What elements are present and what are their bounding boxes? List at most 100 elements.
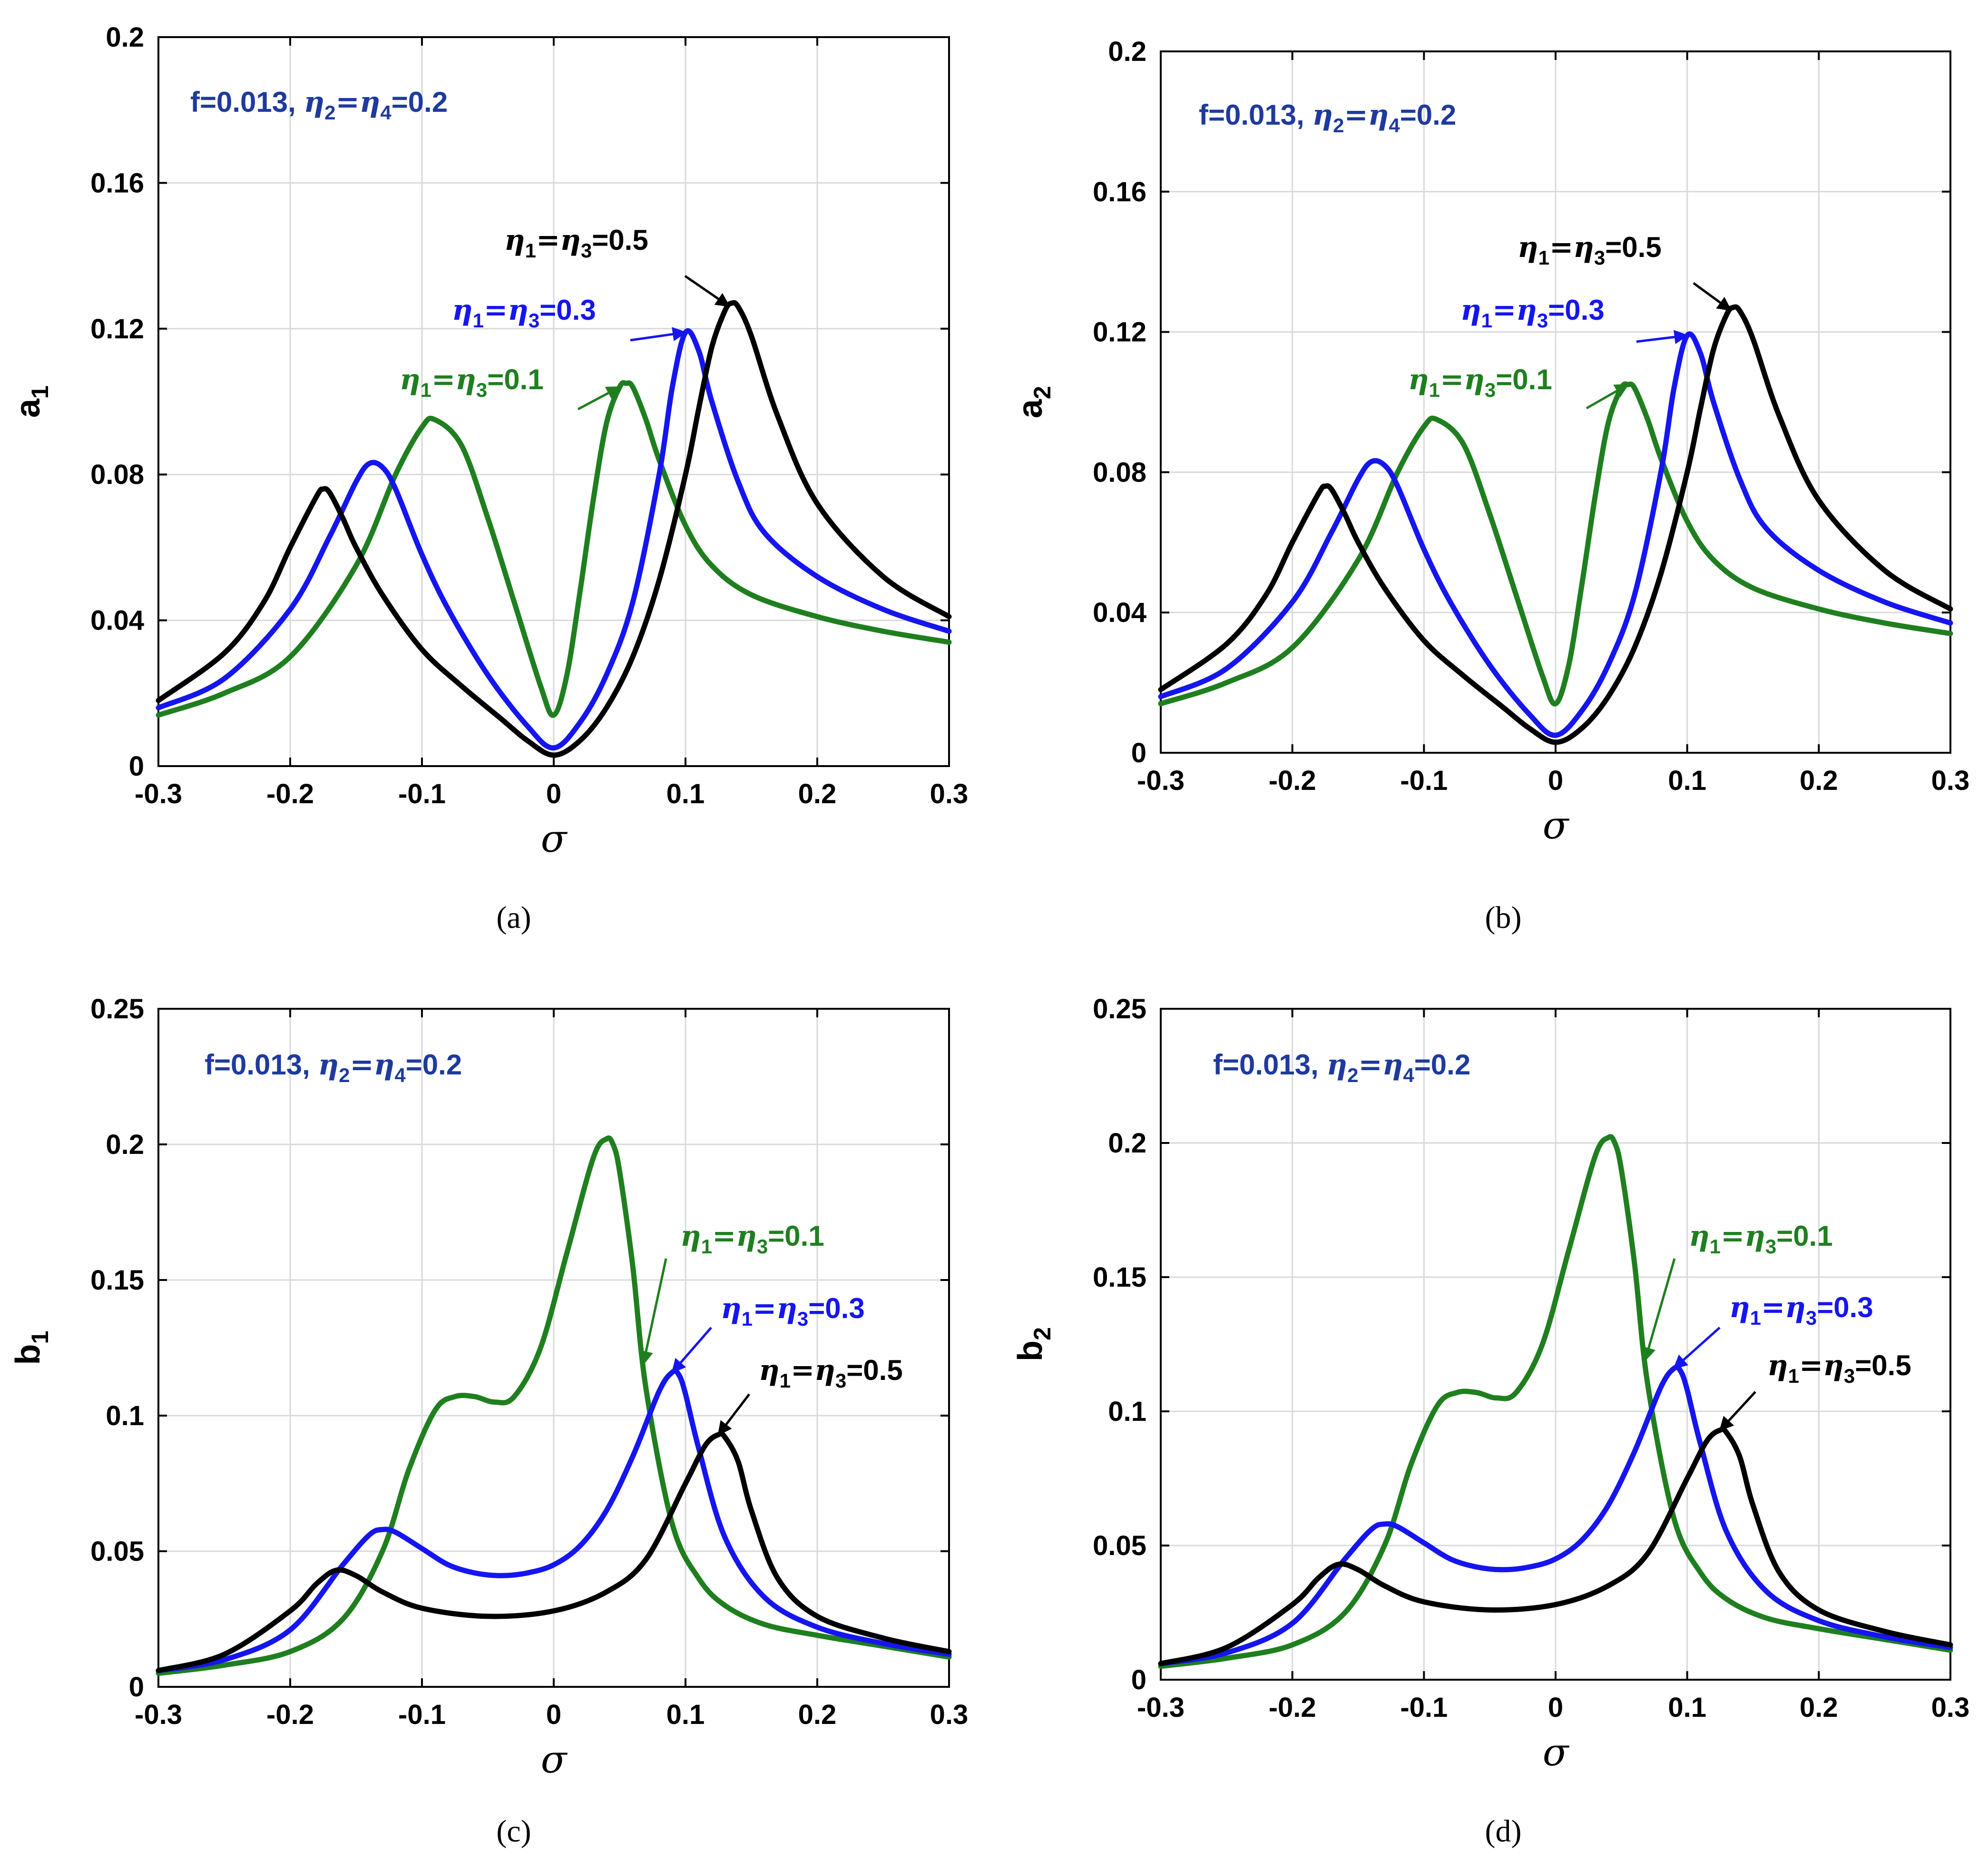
y-tick-label: 0.2 xyxy=(1108,36,1146,67)
annotation-arrow xyxy=(671,1327,712,1374)
series-label-eta_0-1: η1=η3=0.1 xyxy=(400,363,544,401)
x-tick-label: -0.2 xyxy=(1269,765,1316,796)
x-tick-label: -0.3 xyxy=(1137,765,1185,796)
x-tick-label: 0.3 xyxy=(930,778,969,809)
x-tick-label: -0.1 xyxy=(1400,1692,1448,1723)
params-label: f=0.013, η2=η4=0.2 xyxy=(205,1048,462,1086)
y-tick-label: 0.16 xyxy=(90,167,144,198)
panel-caption: (c) xyxy=(496,1814,531,1849)
y-axis-label: a1 xyxy=(9,385,53,418)
x-tick-label: -0.1 xyxy=(398,778,446,809)
x-tick-label: 0.2 xyxy=(1800,1692,1838,1723)
y-tick-label: 0.1 xyxy=(1108,1396,1146,1427)
y-tick-label: 0.25 xyxy=(1093,994,1146,1024)
x-axis-label: σ xyxy=(541,817,568,861)
annotation-arrow xyxy=(1642,1258,1676,1362)
panel-c: -0.3 -0.2 -0.1 0 0.1 0.2 0.3 0 0.05 0.1 0.15 0.2 0.2… xyxy=(9,994,968,1849)
series-label-eta_0-5: η1=η3=0.5 xyxy=(759,1354,903,1392)
params-label: f=0.013, η2=η4=0.2 xyxy=(1199,98,1456,137)
annotation-arrow xyxy=(1719,1391,1756,1431)
params-label: f=0.013, η2=η4=0.2 xyxy=(1213,1048,1470,1086)
panel-caption: (a) xyxy=(496,900,531,935)
x-tick-label: 0 xyxy=(1548,1692,1563,1723)
annotation-arrow xyxy=(1586,383,1629,410)
y-tick-label: 0.05 xyxy=(90,1536,144,1567)
x-tick-label: 0 xyxy=(546,1699,561,1730)
y-tick-label: 0.15 xyxy=(1093,1262,1146,1293)
x-tick-label: 0.3 xyxy=(1931,1692,1970,1723)
y-tick-label: 0.08 xyxy=(90,459,144,490)
y-tick-label: 0.05 xyxy=(1093,1530,1146,1561)
y-tick-label: 0.2 xyxy=(106,22,144,53)
series-label-eta_0-5: η1=η3=0.5 xyxy=(1767,1349,1911,1387)
y-tick-label: 0.04 xyxy=(90,605,144,636)
y-tick-label: 0.12 xyxy=(1093,317,1146,348)
y-tick-label: 0 xyxy=(129,1672,144,1703)
x-tick-label: 0.3 xyxy=(930,1699,969,1730)
series-label-eta_0-3: η1=η3=0.3 xyxy=(721,1292,865,1330)
x-tick-label: -0.1 xyxy=(398,1699,446,1730)
x-axis-label: σ xyxy=(1543,803,1570,847)
x-tick-label: -0.2 xyxy=(1269,1692,1316,1723)
annotation-arrow xyxy=(717,1393,750,1436)
annotation-arrow xyxy=(630,327,687,342)
x-tick-label: 0.1 xyxy=(1668,1692,1706,1723)
y-axis-label: a2 xyxy=(1011,386,1056,418)
x-tick-label: -0.3 xyxy=(135,1699,182,1730)
panel-caption: (d) xyxy=(1485,1814,1522,1849)
y-tick-label: 0.08 xyxy=(1093,457,1146,488)
x-tick-label: -0.1 xyxy=(1400,765,1448,796)
panel-b: -0.3 -0.2 -0.1 0 0.1 0.2 0.3 0 0.04 0.08 0.12 0.16 0… xyxy=(1011,36,1969,935)
series-label-eta_0-3: η1=η3=0.3 xyxy=(452,294,596,332)
y-tick-label: 0.16 xyxy=(1093,177,1146,207)
x-axis-label: σ xyxy=(1543,1730,1570,1774)
x-tick-label: 0 xyxy=(546,778,561,809)
params-label: f=0.013, η2=η4=0.2 xyxy=(190,86,448,124)
series-line-eta_0-1 xyxy=(1158,1134,1953,1669)
annotation-arrow xyxy=(639,1258,667,1366)
y-tick-label: 0 xyxy=(1131,1664,1146,1695)
y-tick-label: 0 xyxy=(129,751,144,782)
series-line-eta_0-5 xyxy=(1158,304,1953,745)
series-label-eta_0-3: η1=η3=0.3 xyxy=(1729,1291,1873,1329)
y-tick-label: 0.2 xyxy=(1108,1128,1146,1159)
annotation-arrow xyxy=(1636,330,1689,345)
series-line-eta_0-3 xyxy=(156,1368,952,1674)
series-label-eta_0-1: η1=η3=0.1 xyxy=(1408,363,1552,401)
x-tick-label: 0.1 xyxy=(666,778,705,809)
x-tick-label: 0 xyxy=(1548,765,1563,796)
x-tick-label: -0.3 xyxy=(135,778,182,809)
panel-d: -0.3 -0.2 -0.1 0 0.1 0.2 0.3 0 0.05 0.1 0.15 0.2 0.2… xyxy=(1011,994,1969,1849)
series-label-eta_0-5: η1=η3=0.5 xyxy=(1518,231,1662,269)
y-tick-label: 0.25 xyxy=(90,994,144,1024)
panel-caption: (b) xyxy=(1485,900,1522,935)
x-tick-label: 0.2 xyxy=(1800,765,1838,796)
annotation-arrow xyxy=(684,275,730,307)
panel-a: -0.3 -0.2 -0.1 0 0.1 0.2 0.3 0 0.04 0.08 0.12 0.16 0… xyxy=(9,22,968,935)
series-line-eta_0-5 xyxy=(1158,1427,1953,1666)
series-line-eta_0-3 xyxy=(1158,331,1953,738)
series-label-eta_0-3: η1=η3=0.3 xyxy=(1460,294,1605,332)
y-tick-label: 0.12 xyxy=(90,314,144,345)
y-tick-label: 0.04 xyxy=(1093,597,1146,628)
x-tick-label: 0.2 xyxy=(798,778,837,809)
series-line-eta_0-1 xyxy=(1158,381,1953,707)
series-line-eta_0-5 xyxy=(156,300,952,758)
y-axis-label: b2 xyxy=(1011,1327,1056,1361)
series-line-eta_0-1 xyxy=(156,1135,952,1676)
y-tick-label: 0.2 xyxy=(106,1129,144,1160)
series-line-eta_0-1 xyxy=(156,380,952,718)
series-label-eta_0-1: η1=η3=0.1 xyxy=(680,1220,824,1258)
x-tick-label: 0.1 xyxy=(666,1699,705,1730)
series-line-eta_0-5 xyxy=(156,1431,952,1674)
x-axis-label: σ xyxy=(541,1737,568,1782)
x-tick-label: -0.2 xyxy=(266,1699,314,1730)
y-tick-label: 0 xyxy=(1131,738,1146,768)
y-tick-label: 0.1 xyxy=(106,1400,144,1431)
annotation-arrow xyxy=(577,386,621,411)
x-tick-label: 0.1 xyxy=(1668,765,1706,796)
x-tick-label: -0.3 xyxy=(1137,1692,1185,1723)
annotation-arrow xyxy=(1673,1327,1721,1369)
x-tick-label: 0.2 xyxy=(798,1699,837,1730)
x-tick-label: 0.3 xyxy=(1931,765,1970,796)
